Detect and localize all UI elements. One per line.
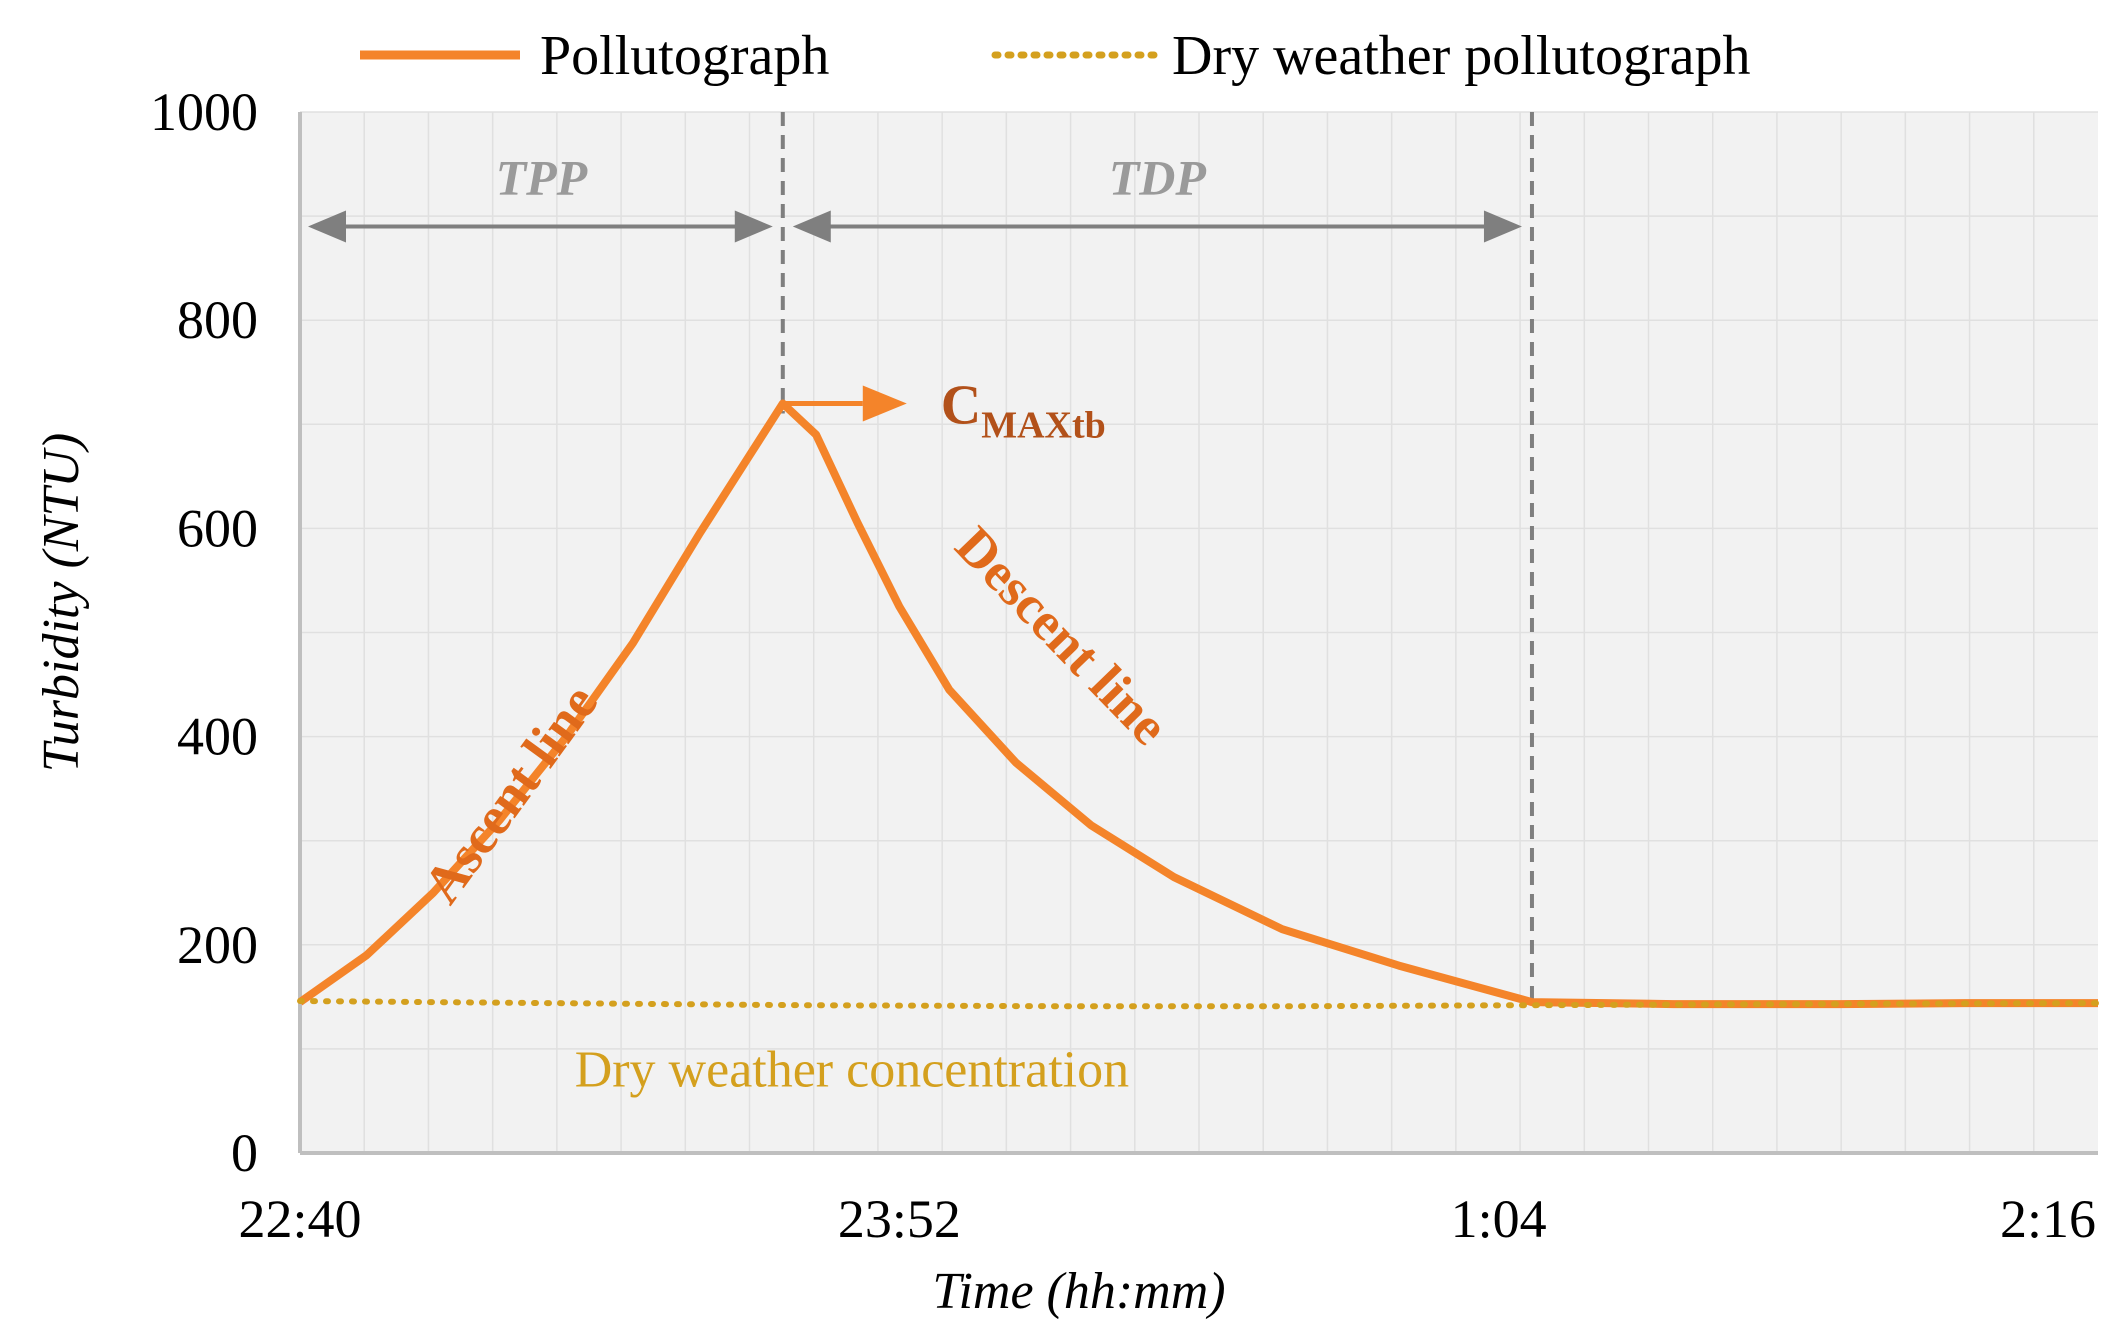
x-tick-label: 22:40: [238, 1189, 361, 1249]
axes: [298, 112, 2098, 1155]
y-tick-label: 200: [177, 915, 258, 975]
tpp-label: TPP: [496, 150, 588, 206]
cmax-main: C: [941, 374, 981, 436]
x-axis-title: Time (hh:mm): [932, 1263, 1225, 1320]
y-axis-title: Turbidity (NTU): [33, 433, 90, 773]
y-tick-labels: 0 200 400 600 800 1000: [150, 82, 258, 1183]
x-tick-label: 2:16: [2000, 1189, 2096, 1249]
y-tick-label: 400: [177, 707, 258, 767]
cmax-arrowhead: [862, 385, 907, 422]
cmax-subscript: MAXtb: [981, 404, 1106, 446]
legend-label-pollutograph: Pollutograph: [540, 25, 829, 87]
series-line-dry-weather-pollutograph: [297, 998, 2101, 1010]
tdp-label: TDP: [1109, 150, 1207, 206]
x-tick-label: 23:52: [838, 1189, 961, 1249]
dimension-arrowhead-right: [1483, 210, 1522, 243]
x-tick-labels: 22:40 23:52 1:04 2:16: [238, 1189, 2096, 1249]
legend-label-dry-weather: Dry weather pollutograph: [1172, 25, 1750, 87]
dimension-arrowhead-left: [308, 210, 346, 243]
y-tick-label: 1000: [150, 82, 258, 142]
y-tick-label: 600: [177, 498, 258, 558]
dry-weather-concentration-label: Dry weather concentration: [575, 1041, 1129, 1098]
dimension-arrowhead-right: [734, 210, 773, 243]
x-tick-label: 1:04: [1451, 1189, 1547, 1249]
dimension-arrows: [308, 210, 1522, 243]
y-tick-label: 0: [231, 1123, 258, 1183]
dimension-arrowhead-left: [792, 210, 831, 243]
y-tick-label: 800: [177, 290, 258, 350]
series-line-pollutograph: [297, 399, 2098, 1009]
cmax-label: CMAXtb: [941, 374, 1106, 446]
vertical-markers: [780, 112, 1534, 1008]
cmax-arrow: [782, 385, 907, 422]
legend: Pollutograph Dry weather pollutograph: [360, 25, 1750, 87]
series: [297, 399, 2101, 1010]
